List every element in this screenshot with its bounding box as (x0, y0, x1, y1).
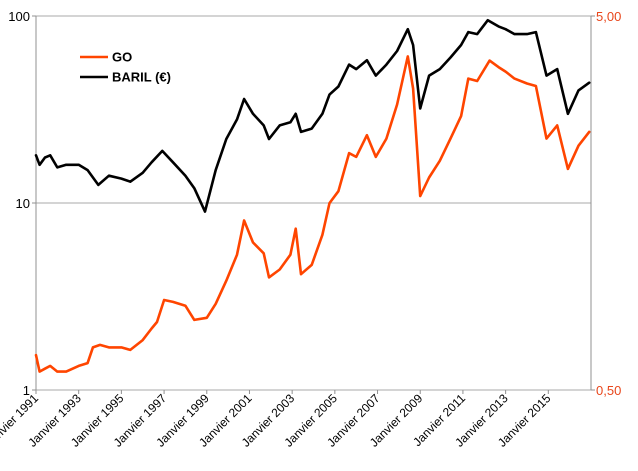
legend: GO BARIL (€) (80, 50, 171, 85)
y-left-tick-label-0: 1 (23, 383, 30, 398)
grid-layer (36, 15, 591, 391)
y-left-tick-label-1: 10 (16, 196, 30, 211)
series-line-1 (34, 18, 591, 213)
legend-label-1: BARIL (€) (112, 70, 171, 85)
series-layer (34, 18, 591, 373)
legend-label-0: GO (112, 50, 132, 65)
y-right-tick-label-0: 0,50 (596, 383, 621, 398)
series-line-0 (34, 55, 591, 373)
y-right-tick-label-1: 5,00 (596, 9, 621, 24)
y-left-tick-label-2: 100 (8, 9, 30, 24)
